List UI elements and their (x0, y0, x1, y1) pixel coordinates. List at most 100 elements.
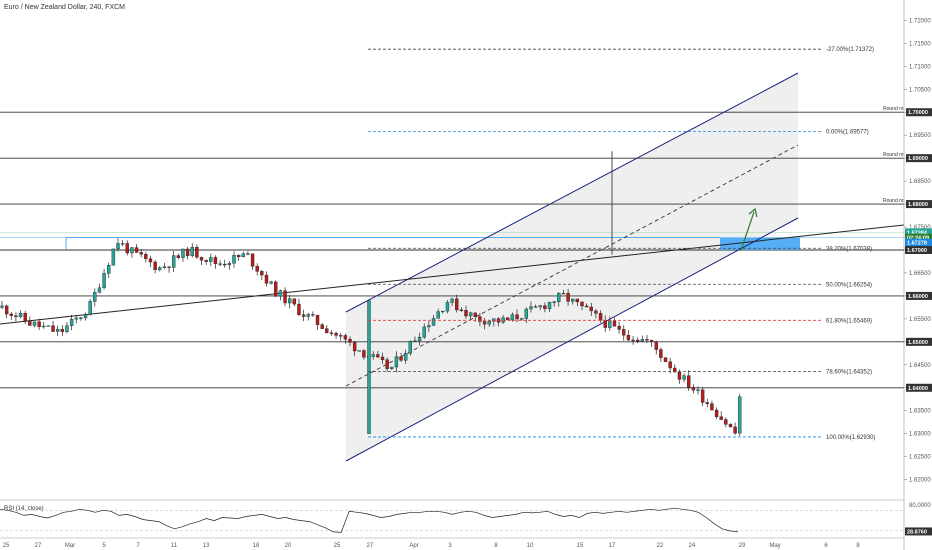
candle-body (645, 339, 649, 341)
candle-body (394, 356, 399, 368)
candle-body (18, 313, 23, 318)
candle-body (55, 329, 60, 332)
candle-body (37, 321, 41, 327)
candle-body (515, 314, 519, 320)
candle-body (51, 325, 55, 332)
candle-body (232, 255, 236, 264)
candle-body (427, 325, 431, 328)
candle-body (510, 314, 515, 321)
candle-body (724, 419, 728, 425)
time-tick-label: 24 (689, 543, 696, 549)
price-badge-label: 1.67384 (907, 230, 928, 236)
candle-body (455, 298, 459, 311)
candle-body (390, 366, 394, 369)
candle-body (0, 305, 4, 308)
candle-body (594, 310, 598, 314)
candle-body (283, 290, 287, 304)
time-tick-label: 7 (136, 543, 140, 549)
price-tick-label: 1.69500 (909, 133, 931, 139)
candle-body (714, 409, 719, 417)
candle-body (148, 258, 153, 263)
candle-body (185, 248, 190, 257)
level-axis-tag-label: 1.69000 (908, 156, 928, 162)
fib-level-label: 100.00%(1.62930) (826, 435, 875, 441)
candle-body (557, 293, 561, 303)
candle-body (403, 352, 408, 361)
candle-body (663, 357, 668, 363)
time-tick-label: May (769, 543, 780, 549)
candle-body (246, 253, 250, 255)
candle-body (728, 424, 733, 428)
candle-body (598, 313, 603, 321)
candle-body (543, 305, 547, 310)
time-tick-label: 15 (577, 543, 584, 549)
time-tick-label: 13 (203, 543, 210, 549)
round-number-label: Round nr. (883, 106, 905, 112)
candle-body (399, 356, 403, 361)
time-tick-label: 27 (35, 543, 42, 549)
price-tick-label: 1.72000 (909, 18, 931, 24)
candle-body (287, 298, 292, 304)
level-axis-tag (906, 200, 932, 209)
candle-body (473, 312, 477, 317)
candle-body (575, 298, 580, 303)
candle-body (297, 303, 301, 315)
time-tick-label: 27 (367, 543, 374, 549)
fib-level-label: 50.00%(1.66254) (826, 282, 872, 288)
candle-body (649, 340, 654, 342)
round-number-label: Round nr. (883, 198, 905, 204)
candle-body (561, 292, 566, 295)
candle-body (445, 302, 450, 312)
candle-body (28, 320, 32, 326)
arrow-head-icon (748, 207, 758, 218)
candle-body (227, 263, 232, 266)
candle-body (622, 329, 626, 336)
candle-body (571, 298, 575, 302)
fib-level-label: -27.00%(1.71372) (826, 47, 874, 53)
time-tick-label: 25 (3, 543, 10, 549)
candle-body (176, 255, 181, 258)
candle-body (533, 306, 538, 308)
time-tick-label: 29 (739, 543, 746, 549)
candle-body (436, 311, 440, 319)
candle-body (269, 281, 273, 284)
candle-body (93, 292, 97, 302)
time-tick-label: 22 (657, 543, 664, 549)
candle-body (687, 375, 691, 388)
level-axis-tag-label: 1.65000 (908, 340, 928, 346)
level-axis-tag (906, 154, 932, 163)
candle-body (631, 339, 635, 341)
candle-body (162, 266, 167, 268)
candle-body (65, 325, 69, 332)
candle-body (241, 253, 245, 258)
candle-body (566, 292, 570, 302)
candle-body (408, 341, 413, 354)
time-tick-label: Apr (409, 543, 418, 549)
candle-body (139, 252, 143, 255)
time-tick-label: 5 (102, 543, 106, 549)
candle-body (264, 274, 269, 284)
price-tick-label: 1.67500 (909, 225, 931, 231)
candle-body (158, 267, 162, 270)
candle-body (278, 290, 283, 297)
candle-body (710, 403, 714, 411)
candle-body (691, 387, 696, 391)
candle-body (120, 243, 125, 245)
price-tick-label: 1.62500 (909, 455, 931, 461)
candle-body (102, 273, 106, 288)
candle-body (552, 301, 556, 303)
candle-body (130, 247, 134, 254)
candle-body (60, 329, 65, 332)
time-tick-label: 10 (527, 543, 534, 549)
candle-body (441, 310, 445, 313)
candle-body (74, 317, 78, 320)
channel-upper-line (345, 72, 799, 313)
arrow-icon (740, 211, 755, 251)
candle-body (306, 314, 310, 317)
rsi-line (0, 507, 739, 533)
candle-body (14, 315, 18, 318)
candle-body (9, 313, 13, 316)
candle-body (635, 339, 640, 342)
candle-body (236, 255, 241, 258)
